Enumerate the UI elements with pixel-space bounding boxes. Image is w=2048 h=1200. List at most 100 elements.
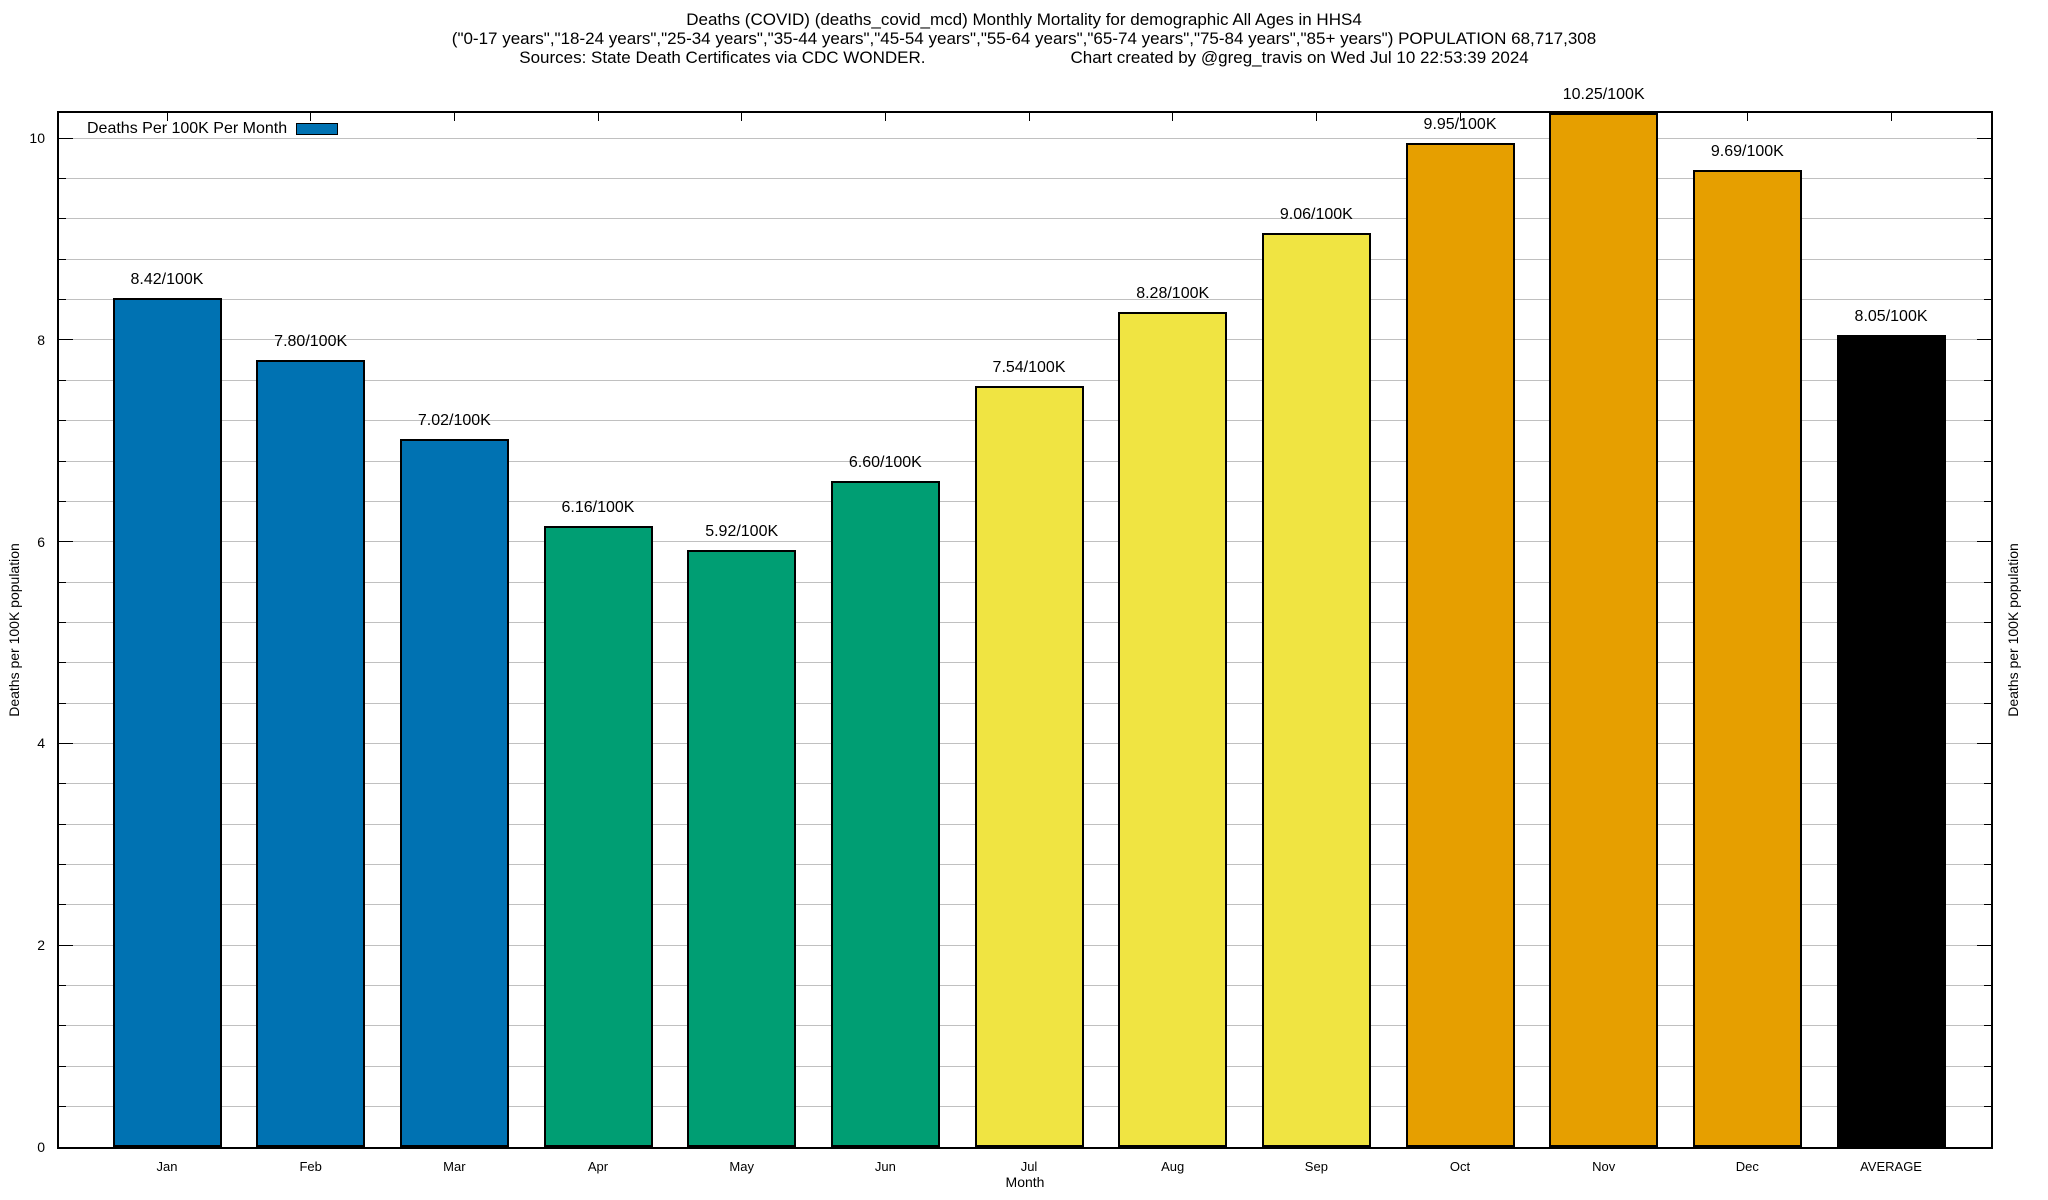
y-tick-label: 8 <box>37 331 45 348</box>
chart-header: Deaths (COVID) (deaths_covid_mcd) Monthl… <box>0 10 2048 67</box>
bar-dec <box>1692 169 1802 1147</box>
bar-value-label: 8.28/100K <box>1136 284 1210 302</box>
legend-swatch <box>296 123 339 135</box>
x-tick-top <box>166 113 168 121</box>
y-major-tick <box>1977 339 1991 341</box>
y-major-tick <box>59 137 73 139</box>
y-major-tick <box>59 743 73 744</box>
y-minor-tick <box>1984 823 1991 825</box>
x-axis-label: Month <box>1005 1174 1045 1190</box>
bar-apr <box>543 525 653 1147</box>
y-major-tick <box>1977 743 1991 744</box>
x-tick-top <box>1746 113 1748 121</box>
chart-credit: Chart created by @greg_travis on Wed Jul… <box>1070 48 1529 67</box>
x-tick-label: AVERAGE <box>1860 1159 1922 1174</box>
chart-title-line3: Sources: State Death Certificates via CD… <box>0 48 2048 67</box>
y-minor-tick <box>59 500 66 502</box>
chart-title-line2: ("0-17 years","18-24 years","25-34 years… <box>451 29 1597 48</box>
x-tick-top <box>1028 113 1030 121</box>
y-minor-tick <box>1984 581 1991 583</box>
chart-sources: Sources: State Death Certificates via CD… <box>519 48 926 67</box>
bar-jul <box>974 386 1084 1147</box>
x-tick-label: Aug <box>1161 1159 1185 1174</box>
y-minor-tick <box>59 299 66 301</box>
y-minor-tick <box>59 460 66 462</box>
bar-value-label: 6.60/100K <box>848 454 922 472</box>
y-minor-tick <box>1984 299 1991 301</box>
y-tick-label: 6 <box>37 533 45 550</box>
y-minor-tick <box>1984 460 1991 462</box>
x-tick-label: Mar <box>443 1159 466 1174</box>
bar-value-label: 9.95/100K <box>1423 116 1497 134</box>
y-minor-tick <box>1984 500 1991 502</box>
gridline <box>59 299 1991 301</box>
gridline <box>59 137 1991 139</box>
bar-mar <box>399 438 509 1147</box>
y-minor-tick <box>1984 904 1991 906</box>
y-minor-tick <box>59 420 66 422</box>
bar-value-label: 10.25/100K <box>1562 86 1645 103</box>
y-minor-tick <box>59 1025 66 1027</box>
y-axis-label-right: Deaths per 100K population <box>2005 543 2021 717</box>
y-minor-tick <box>59 178 66 180</box>
bar-sep <box>1261 233 1371 1147</box>
bar-value-label: 6.16/100K <box>561 498 635 516</box>
bar-value-label: 8.42/100K <box>130 270 204 288</box>
y-minor-tick <box>1984 258 1991 260</box>
y-tick-label: 2 <box>37 937 45 954</box>
plot-inner: 8.42/100K 7.80/100K 7.02/100K 6.16/100K 5.92… <box>59 86 1991 1147</box>
x-tick-top <box>1172 113 1174 121</box>
gridline <box>59 178 1991 180</box>
x-tick-top <box>1315 113 1317 121</box>
legend: Deaths Per 100K Per Month <box>87 120 339 138</box>
bar-value-label: 5.92/100K <box>705 522 779 540</box>
gridline <box>59 379 1991 381</box>
bar-jan <box>112 297 222 1147</box>
y-minor-tick <box>59 1106 66 1108</box>
y-minor-tick <box>1984 864 1991 866</box>
y-minor-tick <box>59 904 66 906</box>
y-minor-tick <box>1984 1106 1991 1108</box>
y-major-tick <box>59 339 73 341</box>
x-tick-top <box>884 113 886 121</box>
y-minor-tick <box>59 662 66 664</box>
y-minor-tick <box>1984 379 1991 381</box>
y-minor-tick <box>1984 1025 1991 1027</box>
chart-title-line1: Deaths (COVID) (deaths_covid_mcd) Monthl… <box>686 10 1362 29</box>
plot-area: 8.42/100K 7.80/100K 7.02/100K 6.16/100K 5.92… <box>57 86 1993 1149</box>
x-tick-label: Feb <box>299 1159 322 1174</box>
x-tick-label: Dec <box>1735 1159 1759 1174</box>
x-tick-top <box>597 113 599 121</box>
x-tick-label: Oct <box>1449 1159 1471 1174</box>
bar-value-label: 7.80/100K <box>274 333 348 351</box>
x-tick-label: Jan <box>156 1159 178 1174</box>
x-tick-top <box>741 113 743 121</box>
bar-value-label: 9.69/100K <box>1710 142 1784 160</box>
y-minor-tick <box>59 621 66 623</box>
bar-nov <box>1549 113 1659 1147</box>
x-tick-label: Jun <box>874 1159 896 1174</box>
bar-value-label: 9.06/100K <box>1279 206 1353 224</box>
bar-jun <box>830 481 940 1147</box>
x-tick-top <box>310 113 312 121</box>
y-minor-tick <box>1984 1065 1991 1067</box>
y-minor-tick <box>1984 702 1991 704</box>
y-minor-tick <box>59 823 66 825</box>
y-minor-tick <box>59 702 66 704</box>
y-minor-tick <box>1984 621 1991 623</box>
gridline <box>59 258 1991 260</box>
y-minor-tick <box>1984 178 1991 180</box>
y-major-tick <box>59 541 73 543</box>
x-tick-label: May <box>729 1159 754 1174</box>
y-minor-tick <box>1984 218 1991 220</box>
y-minor-tick <box>59 581 66 583</box>
x-tick-top <box>1890 113 1892 121</box>
x-tick-label: Sep <box>1304 1159 1328 1174</box>
y-minor-tick <box>1984 985 1991 987</box>
y-minor-tick <box>59 1065 66 1067</box>
bar-value-label: 7.54/100K <box>992 359 1066 377</box>
y-major-tick <box>1977 137 1991 139</box>
bar-oct <box>1405 143 1515 1147</box>
bar-may <box>687 549 797 1147</box>
